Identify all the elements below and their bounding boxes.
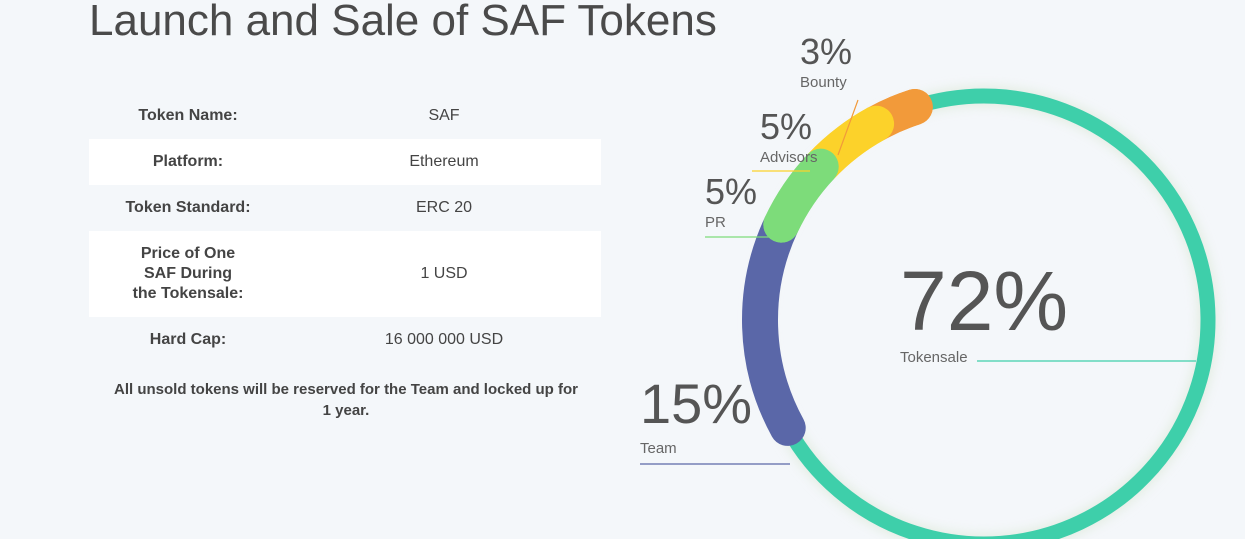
slice-name-pr: PR [705, 214, 726, 231]
table-row: Token Name: SAF [89, 93, 601, 139]
page-title: Launch and Sale of SAF Tokens [89, 0, 717, 45]
slice-percent-advisors: 5% [760, 106, 812, 147]
slice-tokensale [781, 88, 1216, 539]
row-value: ERC 20 [415, 199, 473, 216]
slice-name-advisors: Advisors [760, 149, 818, 166]
slice-name-bounty: Bounty [800, 74, 847, 91]
table-row: Hard Cap: 16 000 000 USD [89, 317, 601, 363]
token-info-table: Token Name: SAF Platform: Ethereum Token… [89, 93, 601, 363]
slice-team [742, 206, 806, 446]
table-row: Price of One SAF During the Tokensale: 1… [89, 231, 601, 317]
table-row: Platform: Ethereum [89, 139, 601, 185]
slice-name-team: Team [640, 440, 677, 457]
row-label: Token Standard: [125, 199, 251, 216]
leader-line-bounty [837, 99, 859, 156]
row-value: 1 USD [420, 265, 468, 282]
slice-percent-bounty: 3% [800, 31, 852, 72]
slice-percent-team: 15% [640, 372, 752, 435]
row-value: 16 000 000 USD [384, 331, 504, 348]
row-value: Ethereum [409, 153, 479, 170]
slice-cap-pr [763, 148, 839, 243]
table-row: Token Standard: ERC 20 [89, 185, 601, 231]
slice-percent-tokensale: 72% [900, 254, 1068, 348]
row-label: Hard Cap: [149, 331, 227, 348]
row-label: Platform: [152, 153, 224, 170]
slice-percent-pr: 5% [705, 171, 757, 212]
row-label: Token Name: [138, 107, 238, 124]
row-value: SAF [428, 107, 460, 124]
unsold-tokens-note: All unsold tokens will be reserved for t… [114, 381, 578, 419]
row-label: Price of One SAF During the Tokensale: [132, 245, 244, 302]
slice-name-tokensale: Tokensale [900, 349, 968, 366]
